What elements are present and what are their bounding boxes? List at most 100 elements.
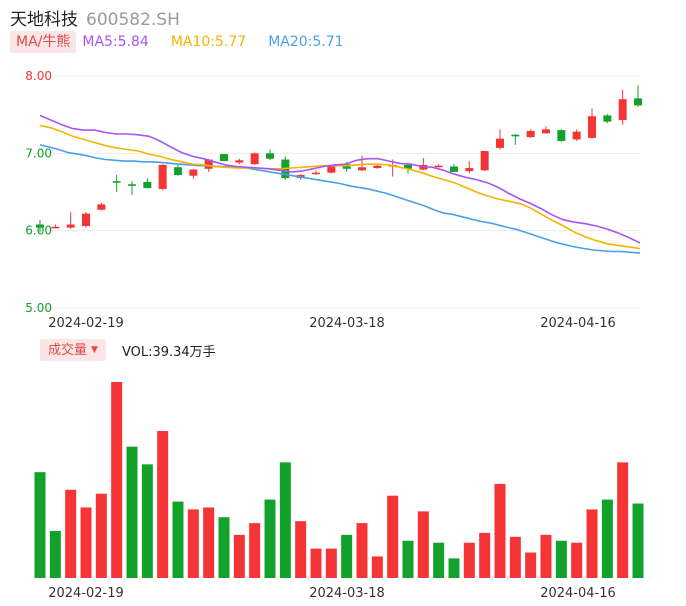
- candle-body: [327, 166, 336, 173]
- volume-bar: [203, 507, 215, 578]
- volume-bar: [417, 511, 429, 578]
- ma-legend: MA/牛熊 MA5:5.84 MA10:5.77 MA20:5.71: [10, 31, 366, 53]
- candle-body: [603, 115, 612, 122]
- volume-bar: [233, 534, 245, 578]
- ma-indicator-button[interactable]: MA/牛熊: [10, 31, 77, 53]
- volume-bar: [172, 501, 184, 578]
- stock-header: 天地科技 600582.SH: [10, 5, 180, 30]
- volume-bar: [448, 558, 460, 578]
- volume-bar: [371, 556, 383, 578]
- candle-body: [220, 154, 228, 162]
- volume-bar: [402, 540, 414, 578]
- volume-bar: [509, 536, 521, 578]
- volume-bar: [218, 517, 230, 578]
- stock-name: 天地科技: [10, 10, 78, 30]
- candle-body: [266, 153, 274, 159]
- volume-bar: [310, 548, 322, 578]
- ma10-line: [39, 124, 641, 250]
- volume-bar-chart: 2024-02-19 2024-03-18 2024-04-16: [34, 382, 644, 601]
- price-axis-label: 5.00: [25, 301, 52, 315]
- candle-body: [588, 116, 596, 138]
- volume-bar: [264, 499, 276, 578]
- volume-bar: [111, 382, 123, 578]
- volume-bar: [617, 462, 629, 578]
- date-axis-label: 2024-04-16: [540, 586, 616, 601]
- ma20-label: MA20:5.71: [268, 34, 344, 50]
- date-axis-label: 2024-02-19: [48, 316, 124, 331]
- volume-bar: [540, 534, 552, 578]
- ma10-label: MA10:5.77: [170, 34, 247, 50]
- volume-bar: [249, 523, 261, 578]
- volume-bar: [95, 493, 107, 578]
- candle-body: [358, 167, 366, 171]
- stock-code: 600582.SH: [86, 10, 180, 30]
- candle-body: [97, 204, 106, 210]
- candle-body: [634, 98, 642, 106]
- candle-body: [342, 164, 351, 169]
- candle-body: [450, 166, 458, 172]
- date-axis-label: 2024-03-18: [309, 586, 385, 601]
- candle-body: [250, 153, 259, 165]
- volume-bar: [341, 534, 353, 578]
- volume-bar: [601, 499, 613, 578]
- volume-bar: [586, 509, 598, 578]
- price-axis-label: 7.00: [25, 146, 52, 160]
- date-axis-label: 2024-04-16: [540, 316, 616, 331]
- volume-indicator-button[interactable]: 成交量 ▼: [40, 339, 106, 361]
- candle-body: [189, 169, 198, 176]
- volume-bar: [295, 521, 307, 578]
- candle-body: [465, 168, 474, 172]
- volume-bar: [187, 509, 199, 578]
- candle-body: [480, 151, 489, 171]
- candle-body: [404, 164, 412, 169]
- volume-bar: [65, 489, 77, 578]
- candle-body: [158, 164, 167, 189]
- volume-bar: [49, 530, 61, 578]
- price-axis-label: 6.00: [25, 224, 52, 238]
- volume-bar: [141, 464, 153, 578]
- volume-bar: [433, 542, 445, 578]
- candle-body: [572, 131, 581, 140]
- candle-body: [496, 138, 504, 148]
- dropdown-triangle-icon: ▼: [91, 345, 98, 355]
- price-axis-label: 8.00: [25, 69, 52, 83]
- volume-bar: [571, 542, 583, 578]
- volume-bar: [325, 548, 337, 578]
- volume-bar: [157, 431, 169, 578]
- volume-bar: [34, 472, 46, 578]
- ma5-line: [39, 114, 641, 244]
- volume-button-label: 成交量: [48, 343, 88, 358]
- candle-body: [66, 224, 75, 228]
- volume-bar: [525, 552, 537, 578]
- candle-body: [51, 226, 60, 229]
- candle-body: [112, 181, 121, 183]
- candle-body: [174, 167, 182, 175]
- volume-value: VOL:39.34万手: [121, 344, 216, 360]
- volume-bar: [632, 503, 644, 578]
- candle-body: [373, 165, 382, 169]
- candle-body: [235, 160, 244, 163]
- ma20-line: [39, 144, 641, 254]
- candle-body: [204, 159, 213, 169]
- volume-bar: [494, 483, 506, 578]
- volume-bar: [387, 495, 399, 578]
- volume-bar: [279, 462, 291, 578]
- candle-body: [312, 172, 320, 175]
- date-axis-label: 2024-03-18: [309, 316, 385, 331]
- volume-bar: [463, 542, 475, 578]
- volume-bar: [80, 507, 92, 578]
- volume-bar: [555, 540, 567, 578]
- candle-body: [526, 130, 535, 138]
- candle-body: [128, 184, 136, 186]
- candle-body: [36, 224, 44, 228]
- ma5-label: MA5:5.84: [82, 34, 149, 50]
- volume-bar: [126, 446, 138, 578]
- candle-body: [557, 130, 566, 141]
- date-axis-label: 2024-02-19: [48, 586, 124, 601]
- candle-body: [618, 99, 627, 121]
- volume-legend: 成交量 ▼ VOL:39.34万手: [40, 339, 216, 361]
- volume-bar: [479, 532, 491, 578]
- candle-body: [434, 165, 443, 168]
- volume-bar: [356, 523, 368, 578]
